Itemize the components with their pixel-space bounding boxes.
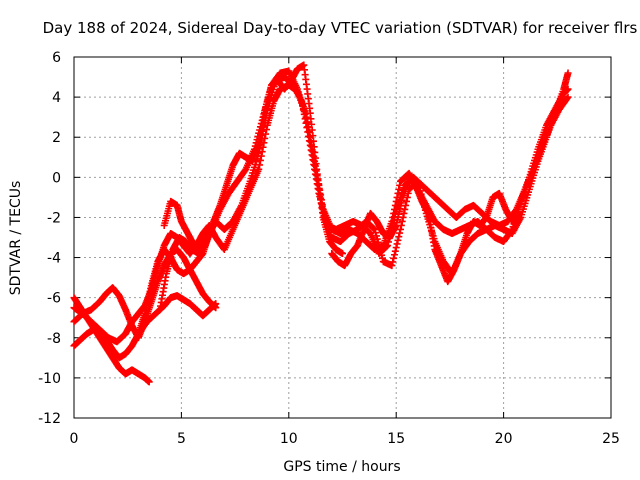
- series-6: [156, 67, 572, 314]
- x-tick-label: 10: [280, 431, 298, 447]
- data-point: [401, 205, 409, 213]
- data-point: [395, 233, 403, 241]
- x-tick-label: 15: [387, 431, 405, 447]
- data-point: [396, 229, 404, 237]
- data-point: [391, 209, 399, 217]
- y-tick-label: -2: [47, 210, 61, 226]
- data-point: [564, 93, 572, 101]
- data-point: [392, 244, 400, 252]
- data-point: [255, 165, 263, 173]
- data-point: [388, 262, 396, 270]
- data-point: [378, 254, 386, 262]
- data-point: [145, 378, 153, 386]
- x-tick-label: 25: [602, 431, 620, 447]
- data-point: [374, 238, 382, 246]
- y-tick-label: -10: [38, 371, 61, 387]
- y-tick-label: 2: [52, 130, 61, 146]
- data-point: [302, 113, 310, 121]
- data-point: [398, 217, 406, 225]
- data-point: [390, 254, 398, 262]
- data-point: [395, 185, 403, 193]
- data-point: [372, 229, 380, 237]
- data-point: [384, 242, 392, 250]
- data-point: [376, 245, 384, 253]
- x-axis-label: GPS time / hours: [283, 459, 400, 475]
- data-point: [305, 132, 313, 140]
- data-point: [383, 242, 391, 250]
- data-points: [70, 61, 572, 386]
- data-point: [403, 197, 411, 205]
- data-point: [305, 128, 313, 136]
- data-point: [378, 251, 386, 259]
- data-point: [371, 225, 379, 233]
- data-point: [377, 248, 385, 256]
- data-point: [311, 166, 319, 174]
- data-point: [389, 258, 397, 266]
- y-axis-label: SDTVAR / TECUs: [8, 181, 24, 296]
- axis-ticks: 0 5 10 15 20 25 -12 -10 -8 -6 -4 -2 0 2 4 6: [38, 50, 620, 447]
- data-point: [304, 123, 312, 131]
- data-point: [370, 225, 378, 233]
- y-tick-label: -8: [47, 331, 61, 347]
- data-point: [564, 69, 572, 77]
- y-tick-label: -6: [47, 291, 61, 307]
- x-tick-label: 5: [177, 431, 186, 447]
- data-point: [563, 94, 571, 102]
- data-point: [394, 236, 402, 244]
- data-point: [515, 209, 523, 217]
- data-point: [373, 235, 381, 243]
- x-tick-label: 20: [495, 431, 513, 447]
- data-point: [212, 304, 220, 312]
- series-8: [328, 173, 523, 286]
- y-tick-label: -4: [47, 251, 61, 267]
- x-tick-label: 0: [70, 431, 79, 447]
- data-point: [391, 247, 399, 255]
- data-point: [339, 250, 346, 258]
- data-point: [396, 225, 404, 233]
- y-tick-label: 6: [52, 50, 61, 66]
- plot-frame: [73, 56, 612, 419]
- y-tick-label: -12: [38, 411, 61, 427]
- data-point: [372, 232, 380, 240]
- data-point: [400, 209, 408, 217]
- data-point: [393, 240, 401, 248]
- data-point: [375, 242, 383, 250]
- data-point: [390, 251, 398, 259]
- y-tick-label: 4: [52, 90, 61, 106]
- series-7: [160, 61, 346, 258]
- data-point: [303, 118, 311, 126]
- chart-title: Day 188 of 2024, Sidereal Day-to-day VTE…: [43, 19, 638, 37]
- data-point: [302, 119, 310, 127]
- y-tick-label: 0: [52, 170, 61, 186]
